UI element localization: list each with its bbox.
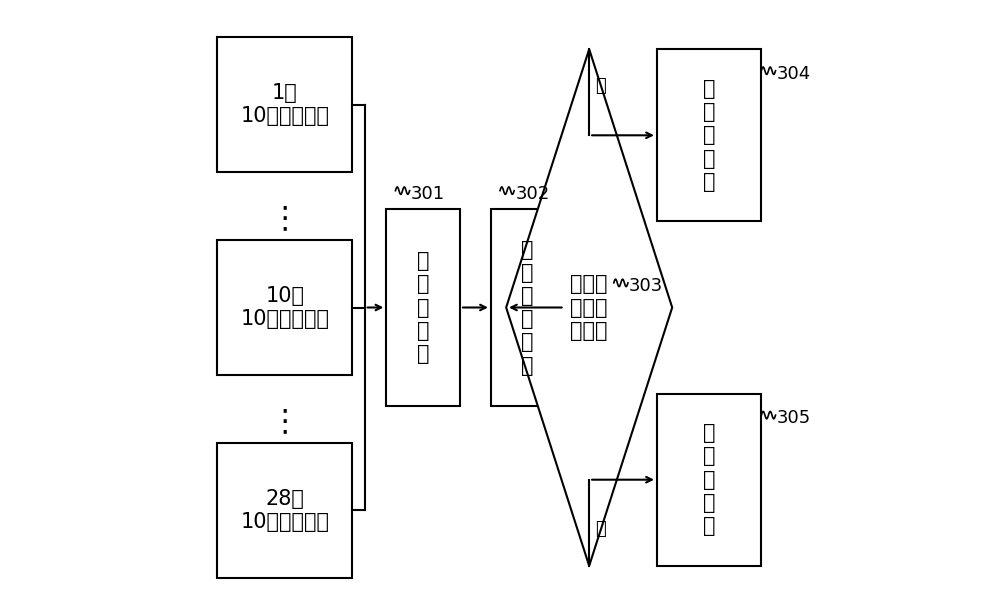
Text: 删
减
异
常
值: 删 减 异 常 值	[417, 251, 429, 364]
Text: ⋮: ⋮	[270, 407, 300, 436]
Text: 302: 302	[515, 184, 550, 203]
FancyBboxPatch shape	[217, 37, 352, 172]
Text: 1号
10个带宽数据: 1号 10个带宽数据	[240, 83, 329, 126]
Text: 判断是
否存在
周期性: 判断是 否存在 周期性	[570, 274, 608, 341]
Text: 305: 305	[777, 409, 811, 427]
Text: 确
定
出
样
本
集: 确 定 出 样 本 集	[521, 239, 534, 376]
FancyBboxPatch shape	[657, 394, 761, 566]
Text: 是: 是	[595, 77, 606, 95]
Text: 计
算
预
测
值: 计 算 预 测 值	[703, 423, 715, 536]
Polygon shape	[506, 49, 672, 566]
FancyBboxPatch shape	[217, 240, 352, 375]
Text: ⋮: ⋮	[270, 204, 300, 233]
FancyBboxPatch shape	[491, 209, 565, 406]
Text: 304: 304	[777, 65, 811, 83]
FancyBboxPatch shape	[217, 443, 352, 578]
Text: 生
成
预
测
值: 生 成 预 测 值	[703, 79, 715, 192]
Text: 10号
10个带宽数据: 10号 10个带宽数据	[240, 286, 329, 329]
FancyBboxPatch shape	[657, 49, 761, 221]
Text: 303: 303	[629, 277, 663, 295]
FancyBboxPatch shape	[386, 209, 460, 406]
Text: 301: 301	[411, 184, 445, 203]
Text: 否: 否	[595, 520, 606, 538]
Text: 28号
10个带宽数据: 28号 10个带宽数据	[240, 489, 329, 532]
